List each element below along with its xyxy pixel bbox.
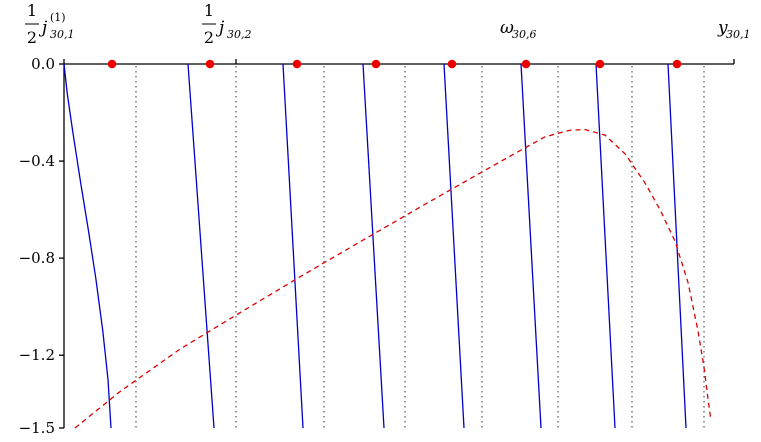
y-tick-label-4: −1.2: [19, 346, 55, 364]
branch-curve-2: [187, 63, 215, 429]
branch-curve-6: [520, 63, 542, 429]
zero-marker-1: [107, 59, 117, 69]
label-subscript: 30,6: [512, 28, 537, 41]
y-tick-labels: 0.0 −0.4 −0.8 −1.2 −1.5: [19, 55, 55, 437]
fraction-denominator: 2: [204, 28, 214, 47]
zero-marker-3: [292, 59, 302, 69]
branch-curve-5: [443, 63, 465, 429]
branch-curve-7: [595, 63, 616, 429]
fraction-numerator: 1: [27, 1, 37, 20]
axes: [59, 59, 735, 429]
fraction-denominator: 2: [27, 28, 37, 47]
label-symbol: j: [215, 18, 225, 38]
branch-curve-1: [63, 63, 112, 429]
label-superscript: (1): [50, 11, 66, 24]
label-symbol: j: [38, 18, 48, 38]
dotted-guides: [135, 66, 705, 428]
branch-curve-4: [362, 63, 385, 429]
y-tick-label-5: −1.5: [19, 419, 55, 437]
zero-marker-5: [447, 59, 457, 69]
fraction-numerator: 1: [204, 1, 214, 20]
zero-marker-8: [672, 59, 682, 69]
zero-marker-7: [595, 59, 605, 69]
top-axis-label-3: ω30,6: [500, 18, 537, 41]
envelope-curve: [74, 128, 712, 429]
top-axis-labels: 12 j 30,1(1) 12 j 30,2 ω30,6 y30,1: [25, 1, 751, 47]
top-axis-label-2: 1 2 j 30,2: [202, 1, 252, 47]
series-layer: [63, 63, 712, 429]
label-symbol: ω: [500, 18, 514, 38]
zero-marker-6: [521, 59, 531, 69]
top-axis-label-1: 1 2 j 30,1 (1): [25, 1, 75, 47]
label-subscript: 30,1: [726, 28, 751, 41]
label-subscript: 30,2: [227, 28, 252, 41]
y-tick-label-2: −0.4: [19, 152, 55, 170]
markers-layer: [107, 59, 682, 69]
zero-marker-2: [205, 59, 215, 69]
zero-marker-4: [371, 59, 381, 69]
top-axis-label-4: y30,1: [717, 18, 751, 41]
branch-curve-3: [282, 63, 304, 429]
label-subscript: 30,1: [50, 28, 75, 41]
y-tick-label-1: 0.0: [31, 55, 55, 73]
y-tick-label-3: −0.8: [19, 249, 55, 267]
label-symbol: y: [717, 18, 728, 38]
